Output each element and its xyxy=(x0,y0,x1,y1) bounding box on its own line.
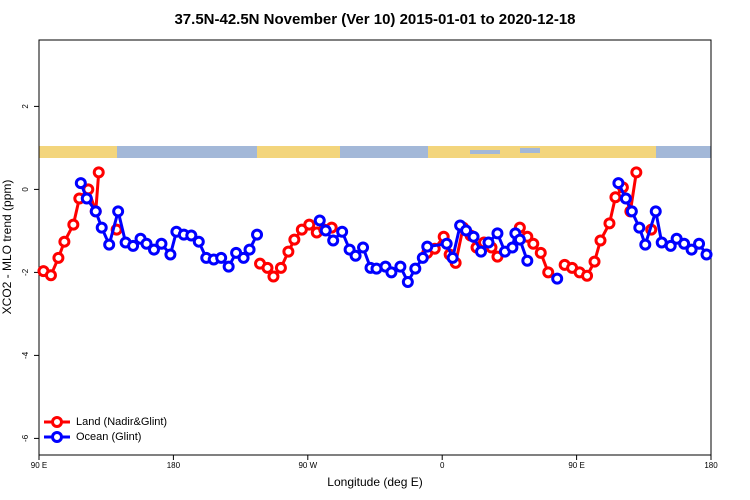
y-axis-label: XCO2 - MLO trend (ppm) xyxy=(0,180,14,315)
data-point xyxy=(506,241,519,254)
data-point xyxy=(89,205,102,218)
data-point xyxy=(313,214,326,227)
data-point xyxy=(446,251,459,264)
y-tick-label: 0 xyxy=(21,187,30,192)
x-tick-label: 180 xyxy=(167,461,181,470)
data-point xyxy=(416,251,429,264)
data-point xyxy=(409,262,422,275)
chart-title: 37.5N-42.5N November (Ver 10) 2015-01-01… xyxy=(174,11,575,28)
data-point xyxy=(112,205,125,218)
data-point xyxy=(482,236,495,249)
data-point xyxy=(421,240,434,253)
data-point xyxy=(155,237,168,250)
data-point xyxy=(336,225,349,238)
data-point xyxy=(222,260,235,273)
x-axis-label: Longitude (deg E) xyxy=(327,475,422,489)
data-point xyxy=(664,239,677,252)
data-point xyxy=(401,275,414,288)
data-point xyxy=(58,235,71,248)
data-point xyxy=(475,245,488,258)
data-point xyxy=(649,205,662,218)
data-point xyxy=(467,230,480,243)
data-point xyxy=(633,221,646,234)
data-point xyxy=(80,192,93,205)
x-tick-label: 0 xyxy=(440,461,445,470)
data-point xyxy=(385,266,398,279)
data-point xyxy=(147,243,160,256)
x-tick-label: 180 xyxy=(704,461,718,470)
data-point xyxy=(639,238,652,251)
data-point xyxy=(394,260,407,273)
data-point xyxy=(237,251,250,264)
data-point xyxy=(251,228,264,241)
data-point xyxy=(678,237,691,250)
legend-marker xyxy=(51,431,63,443)
data-point xyxy=(274,261,287,274)
data-point xyxy=(267,270,280,283)
data-point xyxy=(52,251,65,264)
y-tick-label: -4 xyxy=(21,351,30,359)
data-point xyxy=(588,255,601,268)
data-point xyxy=(625,205,638,218)
data-point xyxy=(67,218,80,231)
data-point xyxy=(103,238,116,251)
data-point xyxy=(527,237,540,250)
data-point xyxy=(357,241,370,254)
data-point xyxy=(513,233,526,246)
data-point xyxy=(74,177,87,190)
data-point xyxy=(261,261,274,274)
data-point xyxy=(491,227,504,240)
data-point xyxy=(521,254,534,267)
data-point xyxy=(92,166,105,179)
data-point xyxy=(303,218,316,231)
data-point xyxy=(542,266,555,279)
series-line xyxy=(43,172,651,276)
y-tick-label: -2 xyxy=(21,268,30,276)
data-point xyxy=(95,221,108,234)
map-strip xyxy=(39,146,711,158)
data-point xyxy=(192,235,205,248)
data-point xyxy=(603,217,616,230)
data-point xyxy=(581,269,594,282)
data-point xyxy=(594,234,607,247)
data-point xyxy=(693,237,706,250)
data-point xyxy=(619,192,632,205)
data-point xyxy=(215,251,228,264)
data-point xyxy=(185,229,198,242)
data-point xyxy=(282,245,295,258)
data-point xyxy=(288,233,301,246)
data-point xyxy=(127,239,140,252)
data-point xyxy=(700,248,713,261)
data-point xyxy=(440,237,453,250)
data-point xyxy=(44,269,57,282)
legend-label: Land (Nadir&Glint) xyxy=(76,416,167,428)
data-point xyxy=(551,272,564,285)
data-point xyxy=(534,246,547,259)
x-tick-label: 90 E xyxy=(31,461,47,470)
data-point xyxy=(140,237,153,250)
data-point xyxy=(349,249,362,262)
data-point xyxy=(630,166,643,179)
data-point xyxy=(243,243,256,256)
plot-frame xyxy=(38,39,712,456)
data-point xyxy=(327,234,340,247)
data-point xyxy=(612,177,625,190)
data-point xyxy=(460,224,473,237)
legend-marker xyxy=(51,416,63,428)
data-point xyxy=(319,224,332,237)
legend-label: Ocean (Glint) xyxy=(76,431,141,443)
x-tick-label: 90 W xyxy=(298,461,317,470)
x-tick-label: 90 E xyxy=(568,461,584,470)
y-tick-label: -6 xyxy=(21,434,30,442)
legend: Land (Nadir&Glint) Ocean (Glint) xyxy=(44,416,167,443)
y-tick-label: 2 xyxy=(21,104,30,109)
data-point xyxy=(164,248,177,261)
data-point xyxy=(609,191,622,204)
data-point xyxy=(685,243,698,256)
